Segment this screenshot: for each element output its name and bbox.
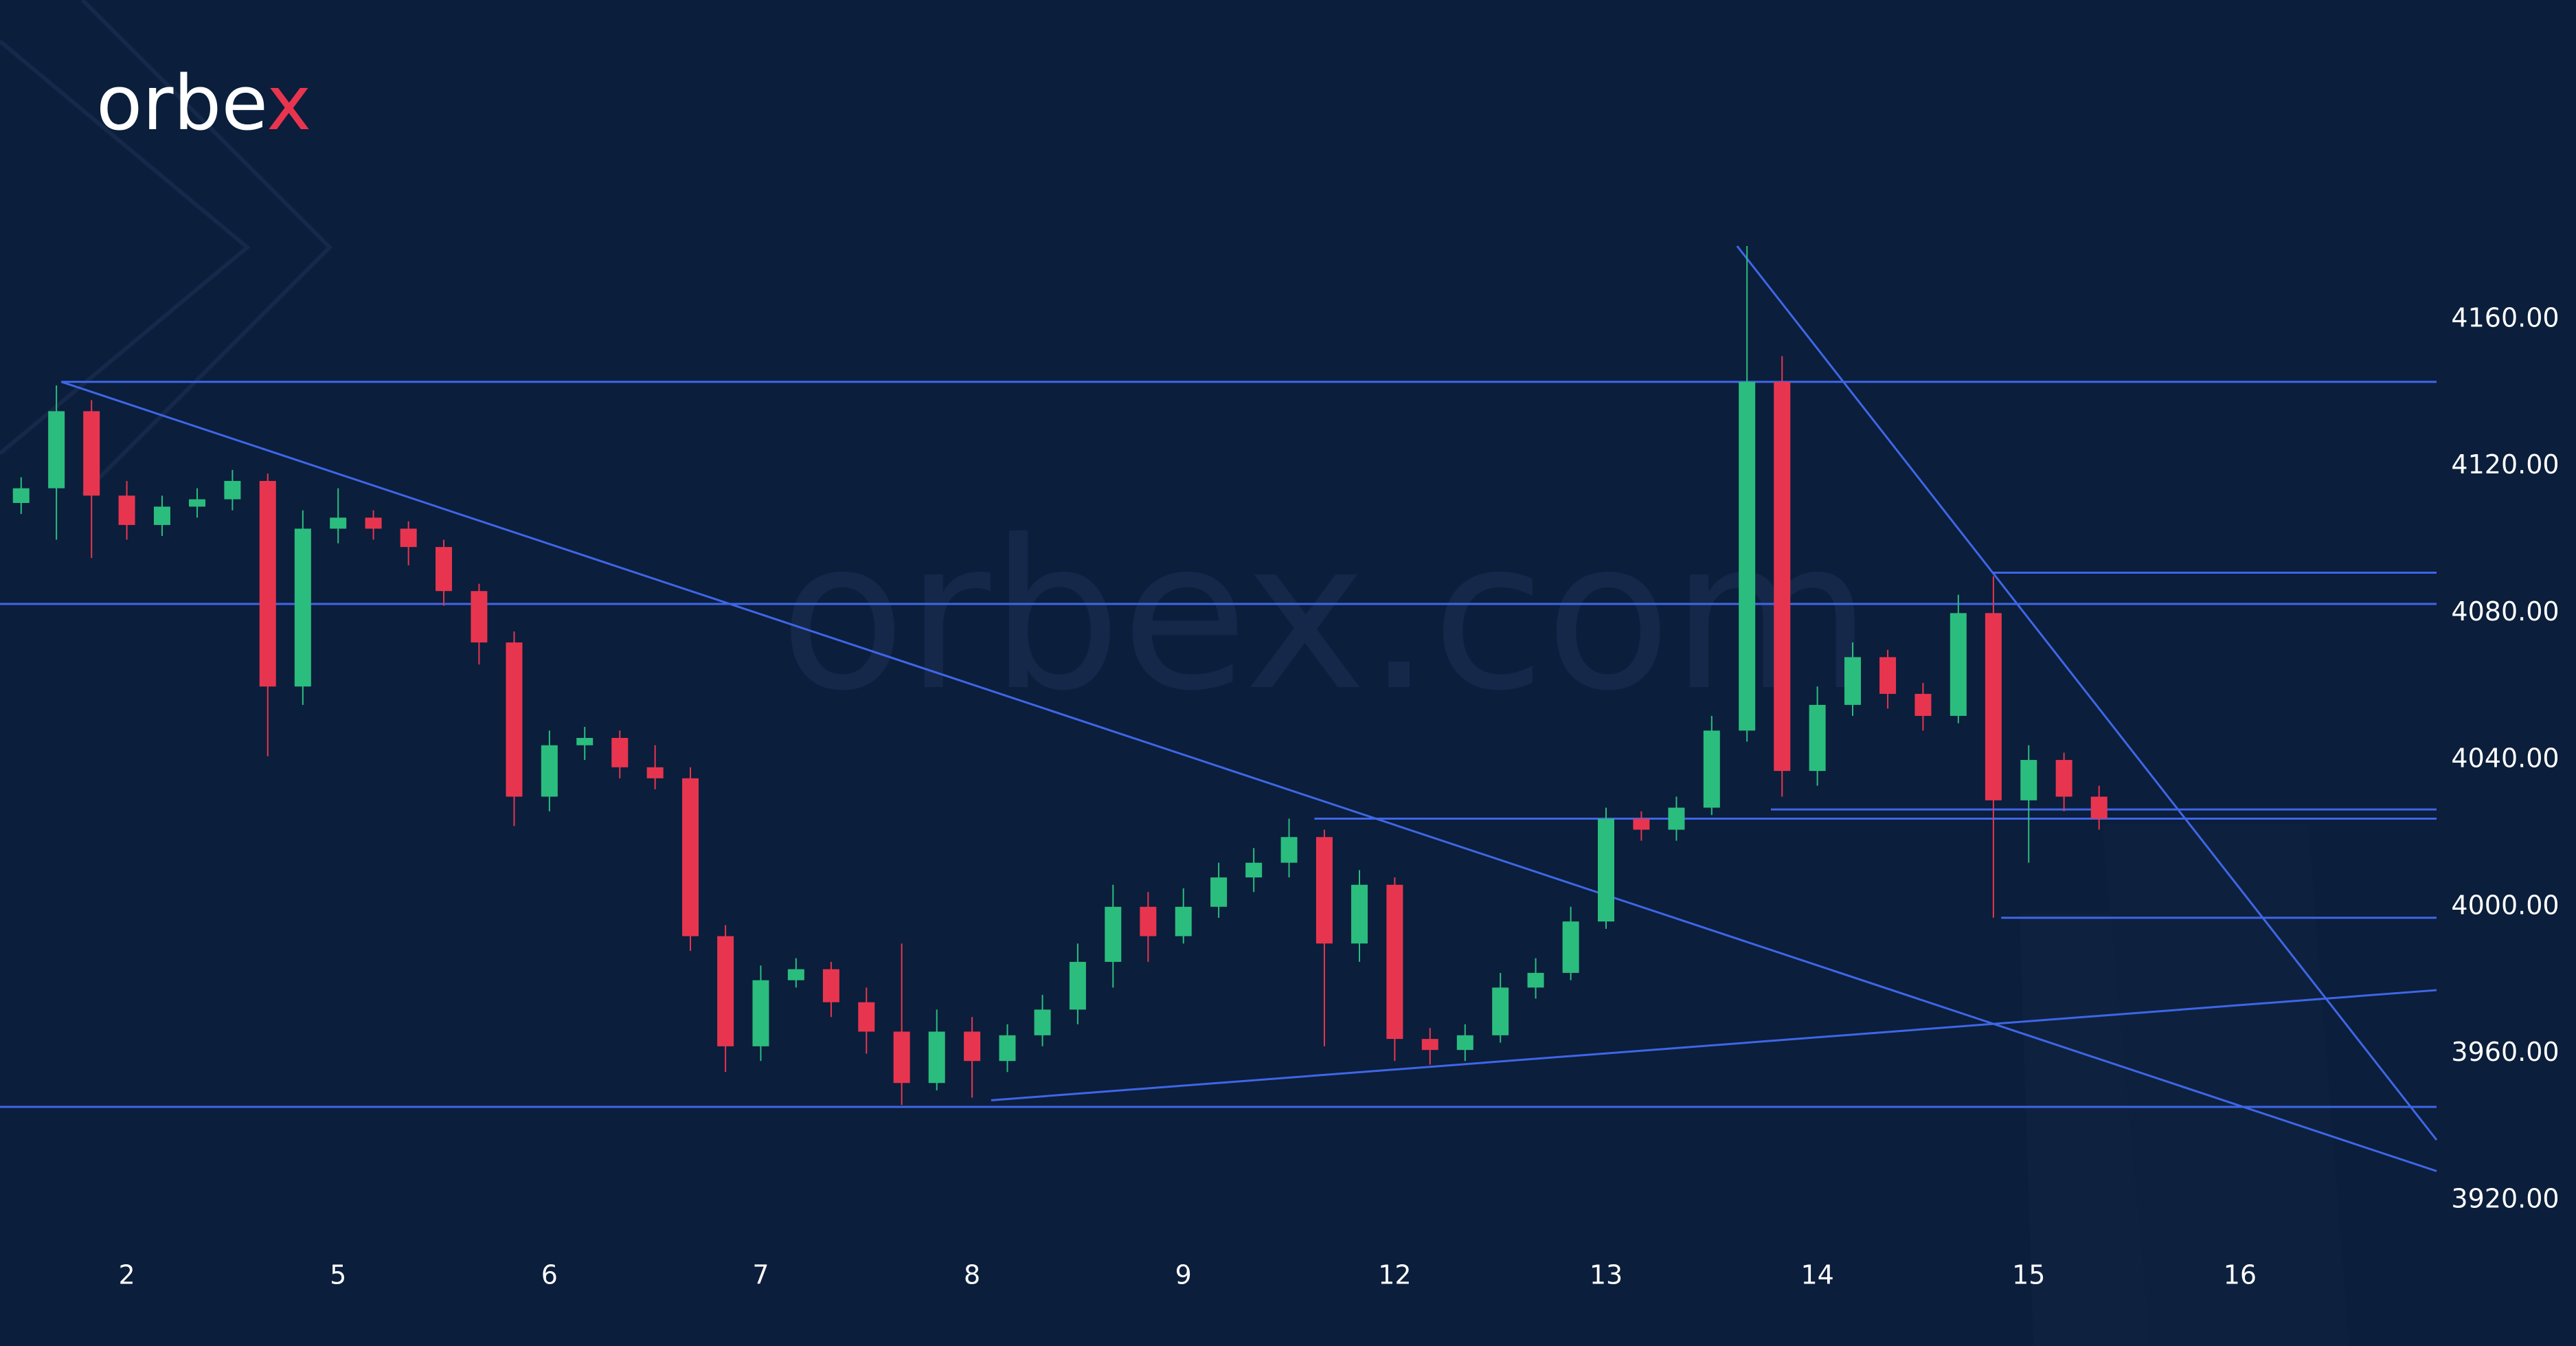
candle-body [2020,760,2037,800]
candle-body [436,547,453,592]
logo-main: orbe [96,59,267,147]
candle-body [1210,877,1228,907]
candle-body [48,411,65,489]
y-tick-label: 4160.00 [2451,302,2559,333]
candle-body [928,1031,945,1084]
candle-body [12,488,30,504]
x-tick-label: 7 [752,1260,769,1290]
x-tick-label: 13 [1590,1260,1623,1290]
candle-body [541,745,558,797]
y-tick-label: 4040.00 [2451,743,2559,774]
candle-body [189,499,206,507]
logo-accent: x [267,59,311,147]
y-tick-label: 3920.00 [2451,1184,2559,1214]
candle-body [1914,693,1932,716]
candle-body [1809,704,1826,772]
candle-body [1315,837,1333,944]
shape [2020,914,2150,1346]
logo: orbex [96,59,311,147]
decoration [0,0,2349,1346]
candle-body [1245,862,1263,878]
candle-body [682,778,699,936]
x-tick-label: 8 [964,1260,980,1290]
candle-body [611,737,629,767]
candle-body [1633,818,1650,830]
candle-body [858,1002,875,1032]
candle-body [787,969,804,980]
x-tick-label: 12 [1378,1260,1411,1290]
candle-body [717,936,734,1046]
x-tick-label: 14 [1800,1260,1833,1290]
y-tick-label: 4000.00 [2451,890,2559,920]
candle-body [1421,1039,1438,1051]
candle-body [1879,657,1897,694]
candle-body [893,1031,910,1084]
candle-body [2090,796,2108,819]
candle-body [1562,921,1579,973]
candle-body [752,980,769,1046]
candle-body [471,591,488,643]
chevron [80,0,333,497]
chevron [0,39,251,456]
candle-body [1527,972,1544,988]
x-tick-label: 5 [330,1260,346,1290]
trend-line [60,381,2437,1172]
candle-body [330,517,347,529]
candle-body [576,737,594,745]
x-tick-label: 6 [541,1260,558,1290]
candle-body [1774,381,1791,772]
candle-body [1034,1009,1051,1035]
candle-body [153,506,170,526]
trend-line [1736,245,2438,1141]
trend-line [991,989,2437,1101]
candle-body [964,1031,981,1062]
candle-body [999,1035,1016,1062]
candle-body [400,528,417,548]
candle-body [822,969,839,1002]
x-tick-label: 15 [2012,1260,2045,1290]
candle-body [646,767,664,778]
candle-body [83,411,100,496]
candle-body [1140,906,1157,936]
candle-body [1456,1035,1473,1051]
candle-body [118,495,135,526]
candle-body [2055,760,2072,797]
candle-body [365,517,382,529]
candle-body [1985,613,2002,800]
candle-body [1668,807,1685,830]
candle-body [1950,613,1967,716]
candle-body [1280,837,1298,863]
candle-body [1703,730,1720,808]
y-tick-label: 4120.00 [2451,449,2559,480]
shape [2102,825,2349,1346]
candle-body [1492,987,1509,1035]
watermark: orbex.com [780,496,1872,736]
candle-body [1844,657,1862,705]
candle-body [1739,381,1756,731]
x-tick-label: 16 [2224,1260,2257,1290]
x-tick-label: 2 [118,1260,135,1290]
y-tick-label: 3960.00 [2451,1037,2559,1067]
candle-body [1105,906,1122,962]
candle-body [1598,818,1615,922]
candle-body [1069,961,1086,1010]
candle-body [294,528,311,687]
plot-area [0,245,2438,1172]
candle-body [506,642,523,797]
candle-body [259,480,276,687]
candle-body [1386,884,1403,1040]
candle-body [1175,906,1192,936]
x-tick-label: 9 [1175,1260,1192,1290]
candle-body [1351,884,1368,944]
candle-body [224,480,241,500]
y-tick-label: 4080.00 [2451,596,2559,627]
